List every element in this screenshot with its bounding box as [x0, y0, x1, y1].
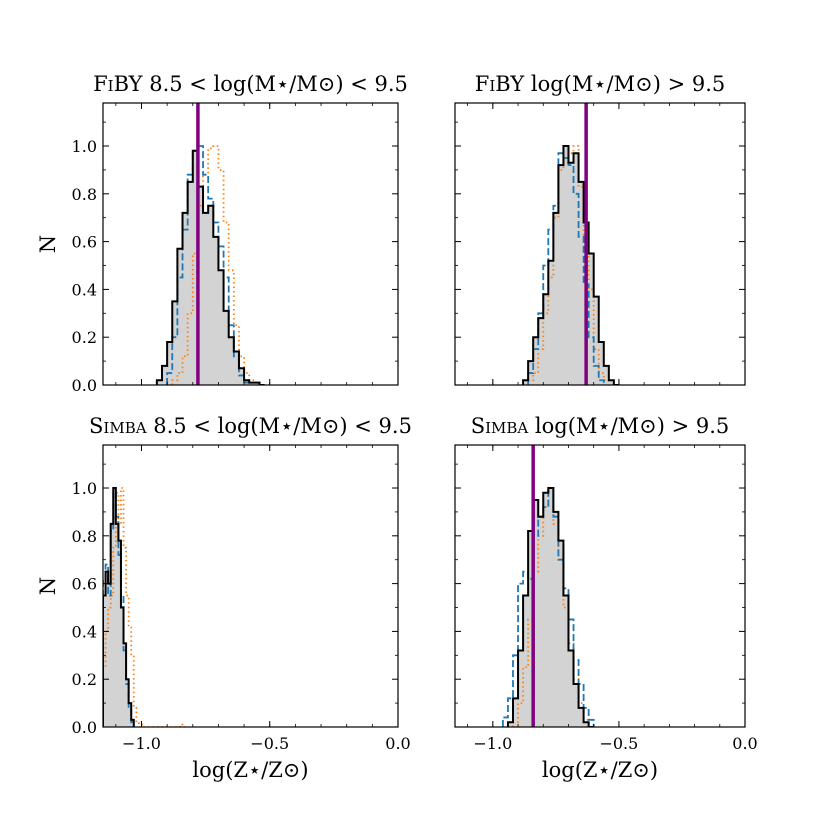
histogram-blue-dashed — [166, 145, 251, 385]
y-tick-label: 0.6 — [72, 233, 97, 252]
x-tick-label: 0.0 — [385, 734, 410, 753]
histogram-orange-dotted — [103, 487, 186, 727]
plot-area — [522, 103, 619, 385]
panel-title-simulation: Simba — [471, 414, 529, 438]
x-tick-label: −1.0 — [122, 734, 161, 753]
histogram-gray-edge — [506, 487, 594, 727]
panel-title-simulation: FiBY — [93, 72, 144, 96]
axes-frame — [102, 102, 399, 386]
y-tick-label: 0.0 — [72, 718, 97, 737]
y-tick-label: 0.8 — [72, 185, 97, 204]
histogram-gray-edge — [103, 487, 135, 727]
panel-title-mass-range: 8.5 < log(M⋆/M⊙) < 9.5 — [147, 414, 412, 438]
panel-title: Simba log(M⋆/M⊙) > 9.5 — [471, 414, 730, 438]
x-tick-label: 0.0 — [732, 734, 757, 753]
histogram-blue-dashed — [502, 487, 595, 727]
panel-title-simulation: Simba — [89, 414, 147, 438]
y-axis-label: N — [36, 577, 60, 595]
y-tick-label: 0.4 — [72, 280, 97, 299]
panel-simba-high-mass: −1.0 −0.5 0.0 Simba log(M⋆/M⊙) > 9.5 log(Z⋆/… — [454, 414, 758, 782]
histogram-blue-dashed — [527, 152, 605, 385]
y-tick-label: 0.2 — [72, 328, 97, 347]
panel-fiby-high-mass: FiBY log(M⋆/M⊙) > 9.5 — [454, 72, 746, 386]
y-tick-label: 0.0 — [72, 376, 97, 395]
y-tick-label: 0.8 — [72, 527, 97, 546]
y-tick-label: 1.0 — [72, 137, 97, 156]
y-tick-label: 0.6 — [72, 575, 97, 594]
panel-simba-low-mass: −1.0 −0.5 0.0 0.0 0.2 0.4 0.6 0.8 1.0 Simba 8.5 <… — [36, 414, 412, 782]
x-axis-label: log(Z⋆/Z⊙) — [542, 758, 658, 782]
axes-frame — [102, 444, 399, 728]
panel-title-mass-range: 8.5 < log(M⋆/M⊙) < 9.5 — [143, 72, 408, 96]
panel-title: Simba 8.5 < log(M⋆/M⊙) < 9.5 — [89, 414, 412, 438]
histogram-gray-edge — [155, 149, 265, 385]
histogram-gray-fill — [156, 150, 265, 385]
panel-title: FiBY 8.5 < log(M⋆/M⊙) < 9.5 — [93, 72, 408, 96]
y-tick-label: 0.4 — [72, 622, 97, 641]
y-tick-label: 1.0 — [72, 479, 97, 498]
plot-area — [155, 103, 265, 385]
y-tick-label: 0.2 — [72, 670, 97, 689]
plot-area — [103, 487, 186, 727]
axes-frame — [454, 102, 746, 386]
histogram-gray-fill — [523, 146, 619, 385]
x-tick-label: −1.0 — [473, 734, 512, 753]
panel-fiby-low-mass: 0.0 0.2 0.4 0.6 0.8 1.0 FiBY 8.5 < log(M⋆/M⊙) … — [36, 72, 408, 395]
axes-frame — [454, 444, 746, 728]
histogram-gray-edge — [522, 145, 619, 385]
x-tick-label: −0.5 — [599, 734, 638, 753]
plot-area — [502, 445, 595, 727]
panel-title: FiBY log(M⋆/M⊙) > 9.5 — [475, 72, 725, 96]
y-axis-label: N — [36, 235, 60, 253]
histogram-gray-fill — [507, 488, 594, 727]
panel-title-simulation: FiBY — [475, 72, 526, 96]
panel-title-mass-range: log(M⋆/M⊙) > 9.5 — [528, 414, 729, 438]
panel-title-mass-range: log(M⋆/M⊙) > 9.5 — [524, 72, 725, 96]
x-tick-label: −0.5 — [250, 734, 289, 753]
x-axis-label: log(Z⋆/Z⊙) — [192, 758, 308, 782]
